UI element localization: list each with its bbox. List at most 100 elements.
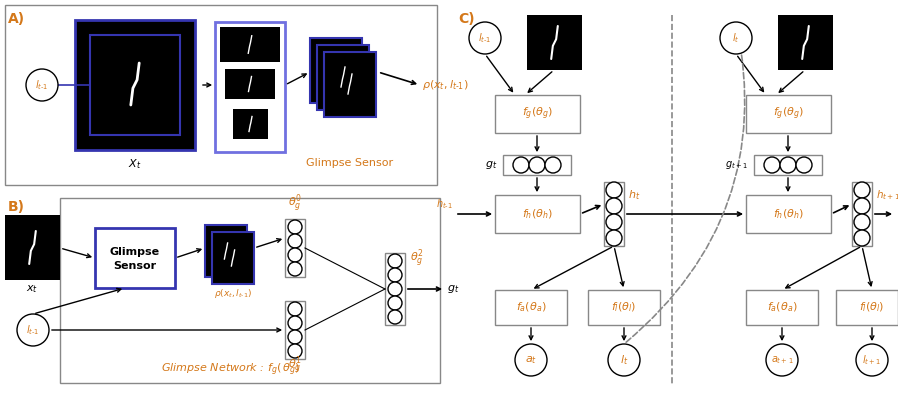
Circle shape xyxy=(288,302,302,316)
Bar xyxy=(285,301,305,359)
Text: $X_t$: $X_t$ xyxy=(128,157,142,171)
Text: $g_t$: $g_t$ xyxy=(447,283,460,295)
Text: $h_{t\text{-}1}$: $h_{t\text{-}1}$ xyxy=(436,197,453,211)
Text: $\theta_g^2$: $\theta_g^2$ xyxy=(410,248,424,270)
Text: A): A) xyxy=(8,12,25,26)
Circle shape xyxy=(606,214,622,230)
Circle shape xyxy=(529,157,545,173)
Circle shape xyxy=(388,254,402,268)
Bar xyxy=(75,20,195,150)
Bar xyxy=(746,95,831,133)
Bar xyxy=(225,69,275,99)
Circle shape xyxy=(26,69,58,101)
Text: $\rho(x_t, l_{t\text{-}1})$: $\rho(x_t, l_{t\text{-}1})$ xyxy=(214,287,252,300)
Circle shape xyxy=(608,344,640,376)
Bar xyxy=(5,5,437,185)
Circle shape xyxy=(388,268,402,282)
Text: $f_h(\theta_h)$: $f_h(\theta_h)$ xyxy=(522,207,553,221)
Text: $\theta_g^1$: $\theta_g^1$ xyxy=(288,355,302,377)
Bar xyxy=(5,215,60,280)
Circle shape xyxy=(545,157,561,173)
Bar xyxy=(778,15,833,70)
Text: $l_{t+1}$: $l_{t+1}$ xyxy=(862,353,882,367)
Text: $l_t$: $l_t$ xyxy=(732,31,740,45)
Bar xyxy=(495,195,580,233)
Circle shape xyxy=(780,157,796,173)
Circle shape xyxy=(513,157,529,173)
Bar xyxy=(100,43,170,125)
Circle shape xyxy=(288,330,302,344)
Bar xyxy=(746,195,831,233)
Circle shape xyxy=(854,182,870,198)
Text: $h_{t+1}$: $h_{t+1}$ xyxy=(876,188,898,202)
Bar xyxy=(754,155,822,175)
Text: $g_{t+1}$: $g_{t+1}$ xyxy=(726,159,748,171)
Circle shape xyxy=(854,198,870,214)
Circle shape xyxy=(856,344,888,376)
Text: Sensor: Sensor xyxy=(113,261,156,271)
Bar xyxy=(212,232,254,284)
Circle shape xyxy=(854,214,870,230)
Bar xyxy=(324,52,376,117)
Bar xyxy=(60,198,440,383)
Circle shape xyxy=(288,248,302,262)
Text: $a_t$: $a_t$ xyxy=(525,354,537,366)
Circle shape xyxy=(606,182,622,198)
Bar xyxy=(852,182,872,246)
Circle shape xyxy=(854,230,870,246)
Bar xyxy=(215,22,285,152)
Text: $f_h(\theta_h)$: $f_h(\theta_h)$ xyxy=(773,207,804,221)
Text: $\theta_g^0$: $\theta_g^0$ xyxy=(288,193,302,215)
Text: $f_g(\theta_g)$: $f_g(\theta_g)$ xyxy=(522,106,553,122)
Bar xyxy=(527,15,582,70)
Circle shape xyxy=(764,157,780,173)
Circle shape xyxy=(288,234,302,248)
Text: Glimpse Network : $f_g(\,\theta_g)$: Glimpse Network : $f_g(\,\theta_g)$ xyxy=(161,362,299,378)
Bar xyxy=(205,225,247,277)
Bar xyxy=(495,95,580,133)
Text: $l_{t\text{-}1}$: $l_{t\text{-}1}$ xyxy=(26,323,40,337)
Text: Glimpse: Glimpse xyxy=(110,247,160,257)
Circle shape xyxy=(288,262,302,276)
Text: $\rho(x_t, l_{t\text{-}1})$: $\rho(x_t, l_{t\text{-}1})$ xyxy=(422,78,469,92)
Text: $x_t$: $x_t$ xyxy=(26,283,38,295)
Text: $f_a(\theta_a)$: $f_a(\theta_a)$ xyxy=(767,301,797,314)
Bar xyxy=(220,27,280,62)
Bar xyxy=(310,38,362,103)
Text: $f_l(\theta_l)$: $f_l(\theta_l)$ xyxy=(859,301,885,314)
Circle shape xyxy=(720,22,752,54)
Text: $g_t$: $g_t$ xyxy=(485,159,497,171)
Circle shape xyxy=(288,344,302,358)
Bar xyxy=(385,253,405,325)
Text: $l_{t\text{-}1}$: $l_{t\text{-}1}$ xyxy=(35,78,48,92)
Text: $f_a(\theta_a)$: $f_a(\theta_a)$ xyxy=(515,301,546,314)
Text: $f_g(\theta_g)$: $f_g(\theta_g)$ xyxy=(773,106,804,122)
Text: Glimpse Sensor: Glimpse Sensor xyxy=(306,158,393,168)
Bar xyxy=(495,290,567,325)
Bar xyxy=(285,219,305,277)
Bar xyxy=(95,228,175,288)
Circle shape xyxy=(796,157,812,173)
Text: $f_l(\theta_l)$: $f_l(\theta_l)$ xyxy=(612,301,637,314)
Text: $l_t$: $l_t$ xyxy=(620,353,629,367)
Circle shape xyxy=(606,230,622,246)
Bar xyxy=(604,182,624,246)
Text: $h_t$: $h_t$ xyxy=(628,188,640,202)
Bar xyxy=(90,35,180,135)
Bar xyxy=(836,290,898,325)
Bar xyxy=(503,155,571,175)
Circle shape xyxy=(288,220,302,234)
Circle shape xyxy=(388,310,402,324)
Circle shape xyxy=(388,296,402,310)
Text: C): C) xyxy=(458,12,475,26)
Bar xyxy=(588,290,660,325)
Circle shape xyxy=(288,316,302,330)
Text: $l_{t\text{-}1}$: $l_{t\text{-}1}$ xyxy=(479,31,492,45)
Text: $a_{t+1}$: $a_{t+1}$ xyxy=(770,354,793,366)
Circle shape xyxy=(17,314,49,346)
Bar xyxy=(746,290,818,325)
Bar xyxy=(317,45,369,110)
Circle shape xyxy=(469,22,501,54)
Circle shape xyxy=(766,344,798,376)
Circle shape xyxy=(388,282,402,296)
